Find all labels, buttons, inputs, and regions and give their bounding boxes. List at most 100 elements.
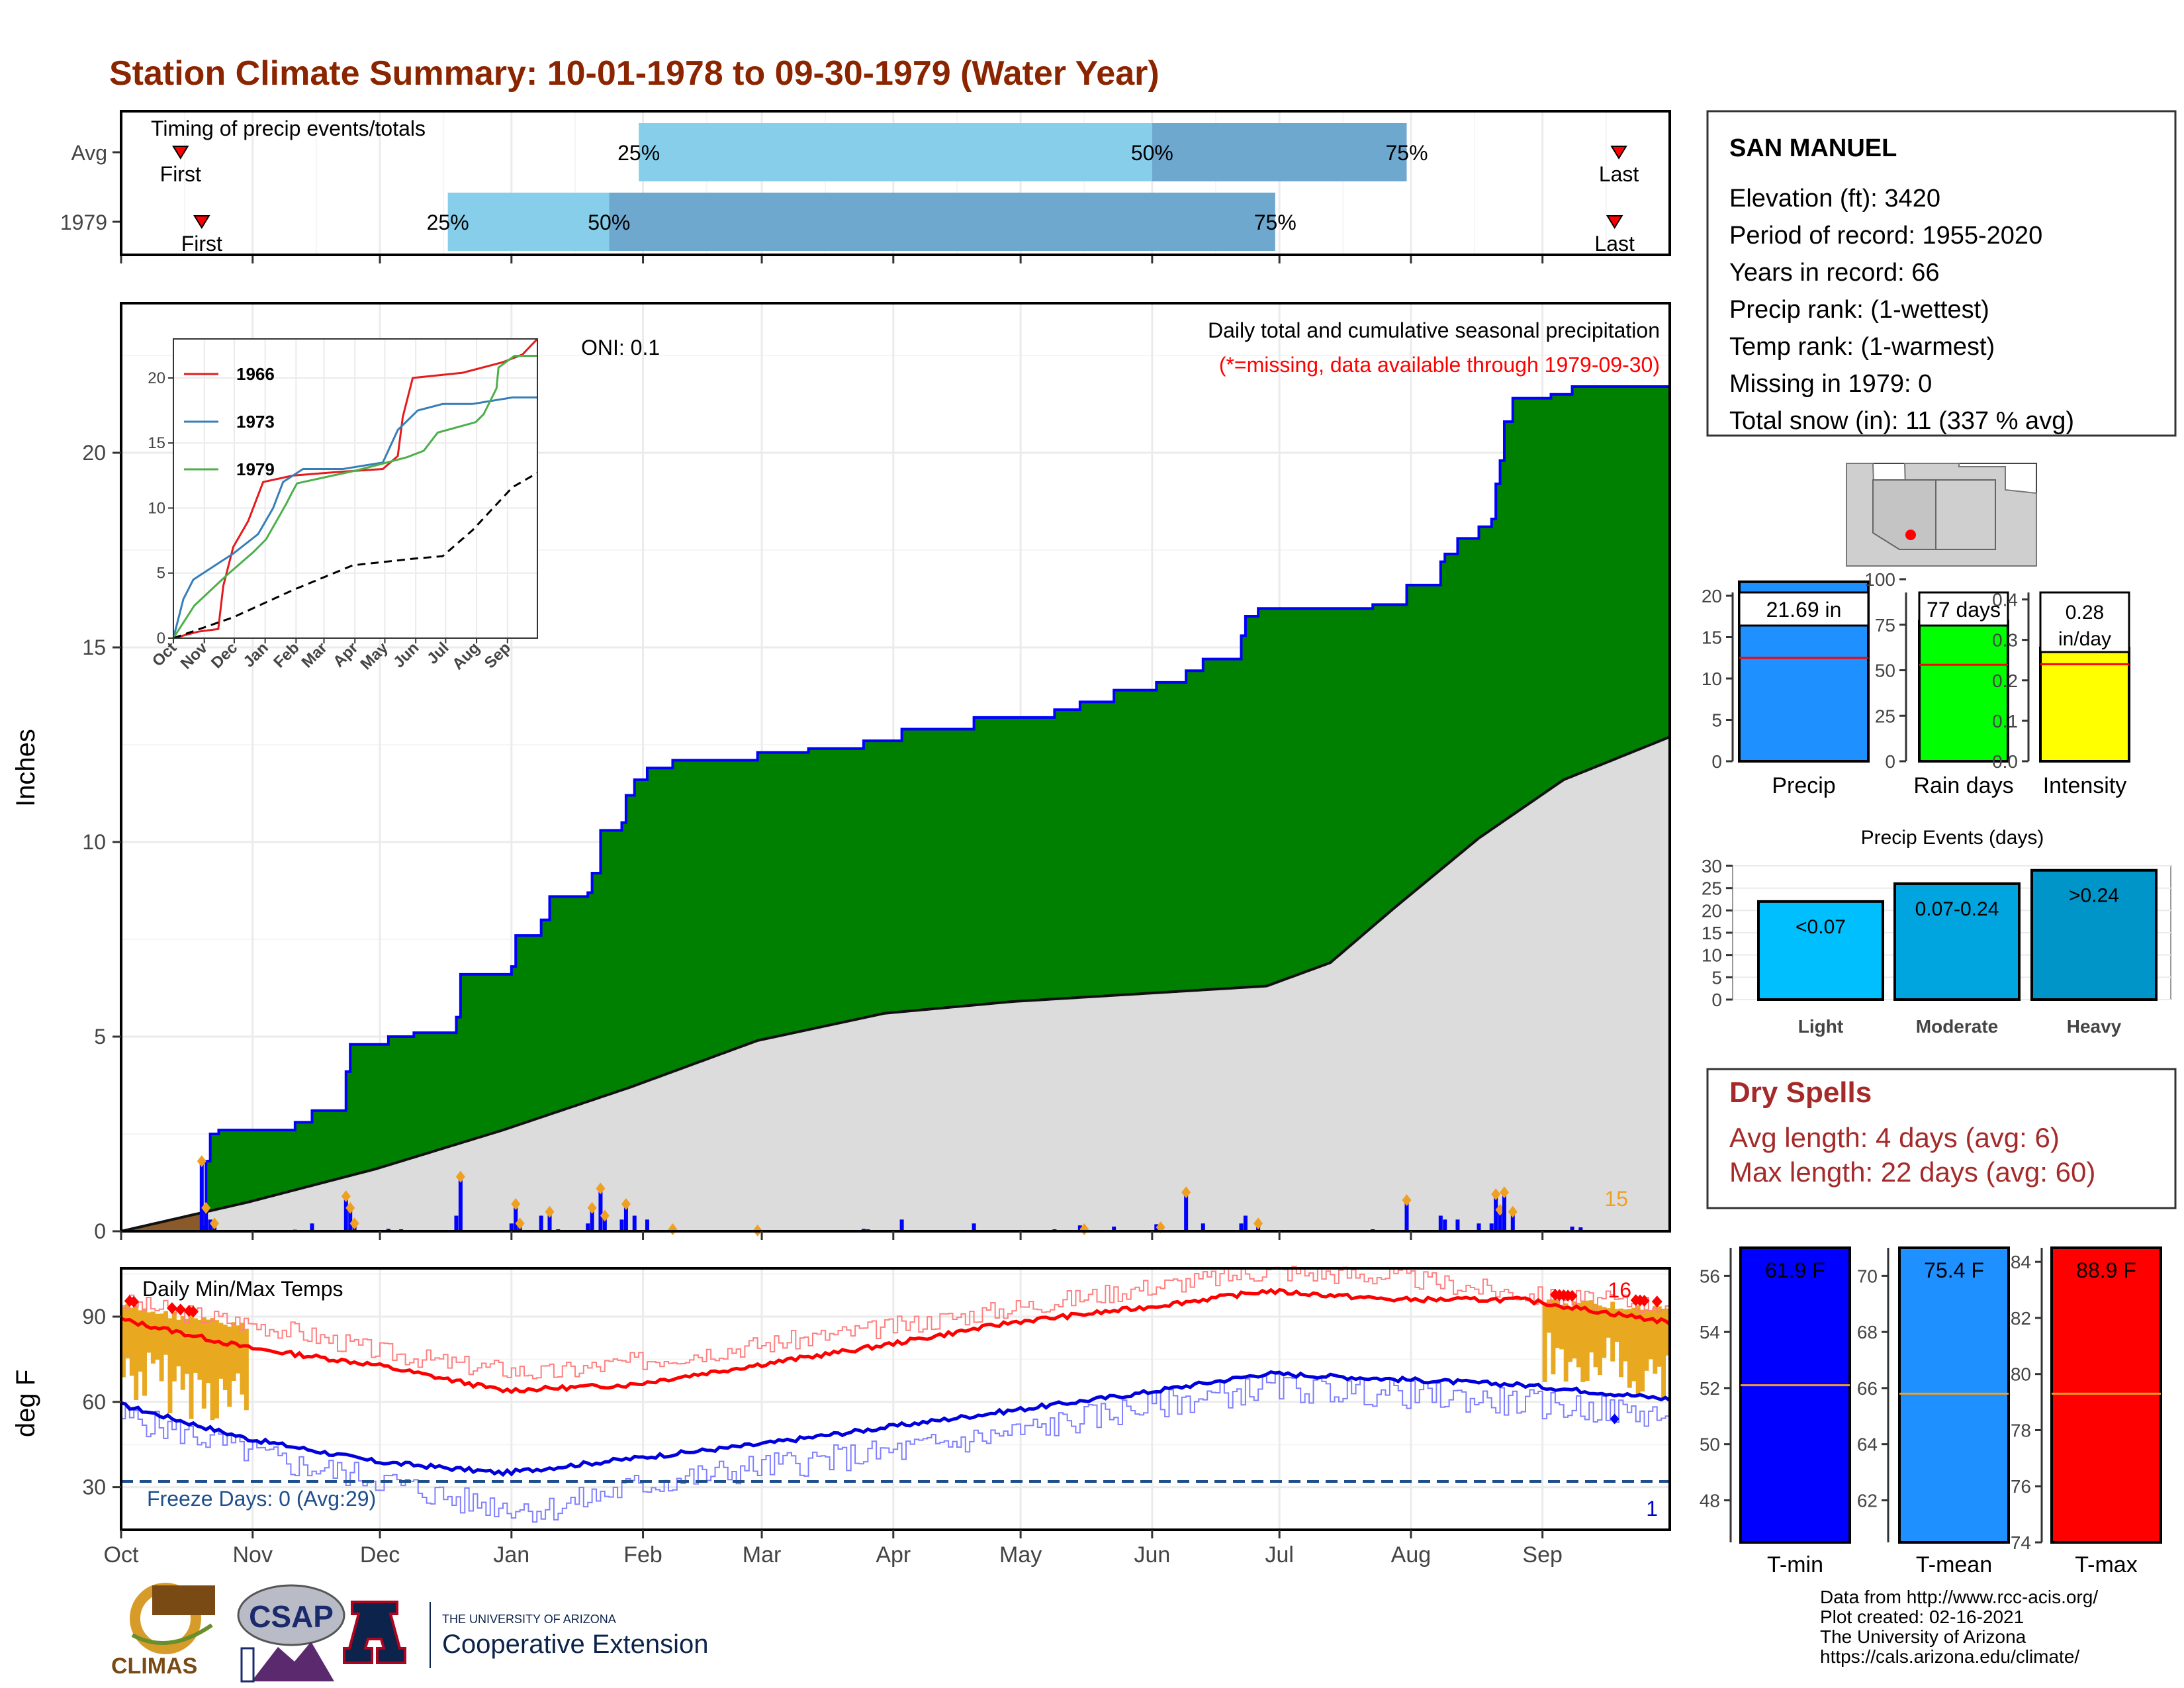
warm-anomaly-bar bbox=[1635, 1305, 1641, 1395]
warm-anomaly-bar bbox=[167, 1318, 173, 1413]
oni-label: ONI: 0.1 bbox=[581, 336, 660, 359]
daily-precip-bar bbox=[310, 1223, 314, 1231]
stat-value-box bbox=[2039, 591, 2130, 653]
temp-stat-tick-label: 48 bbox=[1700, 1490, 1720, 1511]
record-high-marker bbox=[1567, 1289, 1578, 1302]
inset-ytick-label: 15 bbox=[148, 434, 165, 452]
daily-precip-bar bbox=[619, 1219, 624, 1231]
daily-precip-bar bbox=[623, 1203, 628, 1231]
climas-logo-bar bbox=[152, 1585, 215, 1615]
daily-precip-bar bbox=[1239, 1223, 1244, 1231]
timing-bar-50-75 bbox=[609, 193, 1275, 251]
inset-ytick-label: 5 bbox=[157, 565, 165, 583]
stat-tick-label: 15 bbox=[1702, 628, 1722, 648]
warm-anomaly-bar bbox=[163, 1311, 169, 1355]
events-title: Precip Events (days) bbox=[1861, 827, 2044, 849]
daily-precip-bar bbox=[458, 1176, 463, 1231]
temp-stat-tick-label: 50 bbox=[1700, 1434, 1720, 1455]
daily-record-marker bbox=[515, 1217, 525, 1230]
season-stat-bars: 0 5 10 15 20 21.69 in Precip 0 25 50 75 100 77 days R… bbox=[1702, 569, 2130, 798]
station-name: SAN MANUEL bbox=[1729, 134, 1897, 162]
stat-name-label: Intensity bbox=[2043, 773, 2127, 798]
temp-stat-tick-label: 54 bbox=[1700, 1322, 1720, 1342]
warm-anomaly-bar bbox=[1576, 1303, 1581, 1368]
stat-value-label: 0.28 bbox=[2066, 602, 2104, 624]
timing-bar-50-75 bbox=[1152, 123, 1407, 181]
warm-anomaly-bar bbox=[142, 1308, 147, 1396]
daily-precip-bar bbox=[514, 1203, 518, 1231]
inset-ytick-label: 20 bbox=[148, 369, 165, 387]
record-high-marker bbox=[175, 1303, 186, 1316]
temp-ytick-label: 60 bbox=[82, 1390, 106, 1414]
warm-anomaly-bar bbox=[1572, 1301, 1577, 1359]
month-label: Nov bbox=[233, 1542, 273, 1568]
ua-small-text: THE UNIVERSITY OF ARIZONA bbox=[442, 1613, 616, 1626]
warm-anomaly-bar bbox=[134, 1305, 139, 1400]
stat-value-box bbox=[1738, 591, 1870, 627]
daily-record-marker bbox=[1181, 1186, 1191, 1199]
temp-stat-tick-label: 74 bbox=[2011, 1532, 2031, 1553]
station-info-line: Temp rank: (1-warmest) bbox=[1729, 333, 1995, 361]
daily-precip-bar bbox=[1077, 1225, 1082, 1231]
warm-anomaly-bar bbox=[185, 1319, 190, 1374]
stat-tick-label: 25 bbox=[1875, 706, 1895, 726]
temp-stat-value-label: 61.9 F bbox=[1765, 1258, 1825, 1282]
temp-stat-tick-label: 76 bbox=[2011, 1476, 2031, 1497]
inset-month-label: Jul bbox=[424, 639, 453, 668]
surplus-precip-area bbox=[121, 387, 1670, 1231]
warm-anomaly-bar bbox=[1619, 1308, 1623, 1378]
daily-precip-bar bbox=[1112, 1226, 1116, 1231]
temp-stat-tick-label: 84 bbox=[2011, 1252, 2031, 1272]
warm-anomaly-bar bbox=[1593, 1303, 1598, 1368]
csap-logo: CSAP bbox=[237, 1584, 345, 1683]
inset-legend-label: 1979 bbox=[236, 459, 275, 479]
record-high-marker bbox=[1639, 1294, 1650, 1307]
locator-map bbox=[1846, 463, 2037, 567]
daily-precip-bar bbox=[1404, 1199, 1409, 1231]
timing-bar-25-50 bbox=[447, 193, 610, 251]
inset-month-label: Apr bbox=[330, 639, 361, 671]
daily-record-marker bbox=[621, 1197, 631, 1210]
events-bar-label: 0.07-0.24 bbox=[1915, 898, 1999, 920]
cold-days-count: 1 bbox=[1646, 1497, 1658, 1521]
warm-anomaly-bar bbox=[171, 1311, 177, 1382]
climas-logo: CLIMAS bbox=[111, 1583, 215, 1679]
inset-month-label: Sep bbox=[481, 639, 514, 672]
dry-spells-box: Dry Spells Avg length: 4 days (avg: 6) M… bbox=[1706, 1068, 2177, 1209]
events-tick-label: 25 bbox=[1702, 878, 1722, 899]
daily-record-marker bbox=[210, 1217, 220, 1230]
month-label: Apr bbox=[876, 1542, 911, 1568]
footer-line: Data from http://www.rcc-acis.org/ bbox=[1820, 1587, 2098, 1607]
daily-record-marker bbox=[197, 1155, 206, 1168]
first-event-label: First bbox=[160, 162, 201, 186]
daily-precip-bar bbox=[602, 1215, 607, 1231]
first-event-marker bbox=[171, 146, 189, 160]
daily-precip-bar bbox=[1578, 1227, 1583, 1231]
events-tick-label: 15 bbox=[1702, 923, 1722, 943]
warm-anomaly-bar bbox=[210, 1318, 215, 1421]
warm-anomaly-bar bbox=[227, 1327, 232, 1407]
footer-credits: Data from http://www.rcc-acis.org/Plot c… bbox=[1820, 1587, 2098, 1667]
daily-precip-bar bbox=[1570, 1226, 1574, 1231]
warm-anomaly-bar bbox=[1555, 1299, 1560, 1348]
timing-row-avg-label: Avg bbox=[71, 141, 107, 165]
month-label: Dec bbox=[360, 1542, 400, 1568]
daily-precip-bar bbox=[1494, 1194, 1498, 1231]
warm-anomaly-bar bbox=[1542, 1302, 1547, 1382]
month-label: Mar bbox=[743, 1542, 782, 1568]
daily-precip-bar bbox=[208, 1219, 212, 1231]
stat-tick-label: 0.0 bbox=[1992, 751, 2018, 772]
station-info-line: Precip rank: (1-wettest) bbox=[1729, 296, 1989, 324]
events-bar-heavy bbox=[2030, 868, 2158, 1001]
warm-anomaly-bar bbox=[1665, 1308, 1670, 1356]
warm-anomaly-bar bbox=[201, 1317, 206, 1409]
timing-p50-label: 50% bbox=[588, 211, 630, 234]
station-info-line: Missing in 1979: 0 bbox=[1729, 370, 1932, 398]
csap-logo-text: CSAP bbox=[249, 1599, 334, 1634]
warm-anomaly-bar bbox=[176, 1319, 181, 1367]
dry-spells-avg: Avg length: 4 days (avg: 6) bbox=[1729, 1122, 2060, 1153]
warm-anomaly-bar bbox=[197, 1319, 203, 1380]
page-title: Station Climate Summary: 10-01-1978 to 0… bbox=[109, 54, 1160, 93]
arizona-shape bbox=[1872, 479, 1936, 550]
warm-anomaly-bar bbox=[189, 1315, 194, 1419]
